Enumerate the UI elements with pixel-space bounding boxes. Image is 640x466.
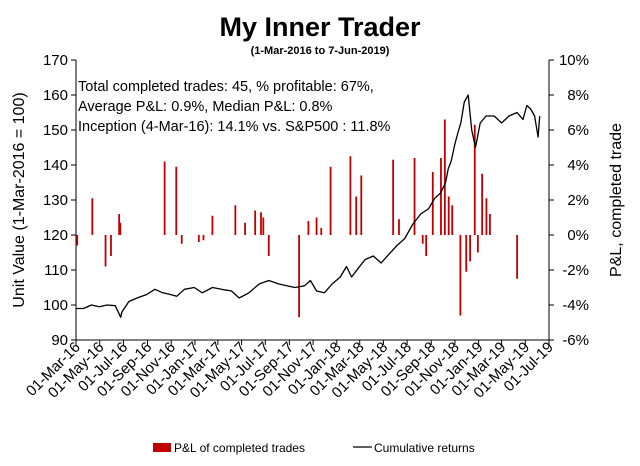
pnl-bar	[119, 222, 122, 235]
pnl-bar	[431, 172, 434, 235]
pnl-bar	[110, 235, 112, 256]
y-left-tick-label: 100	[43, 297, 68, 314]
pnl-bar	[476, 235, 479, 253]
y-left-tick-label: 140	[43, 157, 68, 174]
pnl-bar	[244, 222, 246, 235]
pnl-bar	[489, 214, 491, 235]
y-right-tick-label: -4%	[562, 297, 589, 314]
pnl-bar	[485, 198, 488, 235]
pnl-bar	[180, 235, 183, 244]
cumulative-returns-line	[76, 94, 541, 318]
pnl-bar	[360, 175, 363, 235]
chart-subtitle: (1-Mar-2016 to 7-Jun-2019)	[251, 45, 390, 57]
y-axis-left-label: Unit Value (1-Mar-2016 = 100)	[11, 92, 28, 307]
legend-label-cumulative: Cumulative returns	[374, 441, 475, 455]
y-left-tick-label: 150	[43, 122, 68, 139]
y-right-tick-label: 6%	[567, 122, 589, 139]
legend-swatch-pnl	[153, 443, 171, 452]
pnl-bar	[459, 235, 462, 316]
y-right-tick-label: 4%	[567, 157, 589, 174]
y-left-tick-label: 170	[43, 52, 68, 69]
pnl-bar	[307, 221, 310, 235]
pnl-bar	[425, 235, 428, 256]
legend-label-pnl: P&L of completed trades	[174, 441, 305, 455]
y-left-tick-label: 160	[43, 87, 68, 104]
y-right-tick-label: 0%	[567, 227, 589, 244]
pnl-bar	[260, 212, 262, 235]
pnl-bar	[465, 235, 468, 272]
pnl-bar	[355, 196, 358, 235]
pnl-bar	[451, 205, 454, 235]
y-right-tick-label: 10%	[559, 52, 589, 69]
pnl-bar	[421, 235, 424, 244]
pnl-bar	[320, 228, 323, 235]
annotation-line-1: Total completed trades: 45, % profitable…	[78, 79, 374, 95]
annotation-line-3: Inception (4-Mar-16): 14.1% vs. S&P500 :…	[78, 119, 391, 135]
pnl-bar	[211, 215, 214, 235]
pnl-bar	[440, 158, 442, 235]
pnl-bar	[175, 166, 178, 235]
pnl-bar	[349, 156, 352, 235]
pnl-bar	[202, 235, 205, 241]
pnl-bar	[267, 235, 270, 256]
pnl-bar	[234, 205, 237, 235]
pnl-bar	[254, 210, 257, 235]
pnl-bar	[473, 124, 476, 235]
y-right-tick-label: -6%	[562, 332, 589, 349]
y-right-tick-label: 2%	[567, 192, 589, 209]
pnl-bar	[413, 158, 416, 235]
chart-title: My Inner Trader	[219, 12, 421, 42]
y-right-tick-label: 8%	[567, 87, 589, 104]
y-left-tick-label: 90	[51, 332, 68, 349]
pnl-bar	[516, 235, 519, 279]
legend: P&L of completed trades Cumulative retur…	[153, 441, 475, 455]
pnl-bar	[118, 214, 121, 235]
pnl-bar	[392, 159, 395, 235]
pnl-bar	[447, 196, 450, 235]
pnl-bar	[298, 235, 300, 318]
pnl-bar	[163, 161, 166, 235]
y-left-tick-label: 110	[44, 262, 68, 279]
y-axis-right-label: P&L, completed trade	[608, 123, 625, 277]
pnl-bar	[329, 166, 332, 235]
y-left-tick-label: 120	[43, 227, 68, 244]
pnl-bar	[481, 173, 484, 235]
pnl-bar	[197, 235, 200, 242]
y-right-tick-label: -2%	[562, 262, 589, 279]
pnl-bar	[443, 119, 446, 235]
pnl-bar	[315, 217, 318, 235]
pnl-bar	[469, 235, 472, 262]
pnl-bar	[104, 235, 107, 267]
pnl-bar	[91, 198, 94, 235]
y-left-tick-label: 130	[43, 192, 68, 209]
annotation-line-2: Average P&L: 0.9%, Median P&L: 0.8%	[78, 99, 333, 115]
pnl-bar	[262, 217, 265, 235]
pnl-bar	[76, 235, 79, 246]
pnl-bar	[398, 219, 400, 235]
